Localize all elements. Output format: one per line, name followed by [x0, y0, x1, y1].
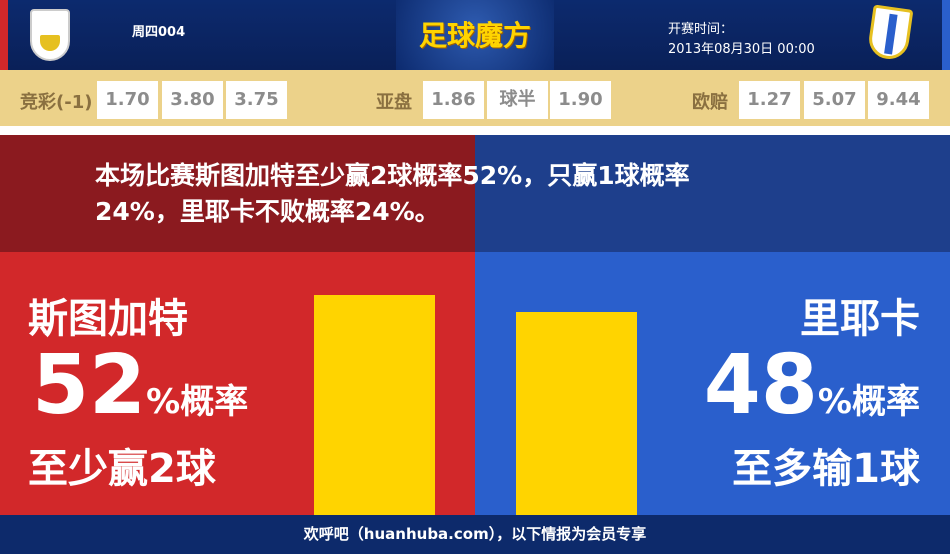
jingcai-odd: 3.75	[226, 81, 287, 119]
home-percent-suffix: %概率	[146, 382, 249, 422]
euro-odd: 5.07	[804, 81, 865, 119]
euro-label: 欧赔	[692, 92, 728, 113]
away-percent-value: 48	[703, 338, 818, 433]
jingcai-label: 竞彩(-1)	[20, 92, 93, 113]
home-team-crest-icon	[30, 9, 70, 61]
away-probability-bar	[516, 312, 637, 515]
kickoff-label: 开赛时间：	[668, 22, 734, 37]
summary-bg-home	[0, 135, 475, 252]
home-result: 至少赢2球	[28, 446, 216, 492]
home-probability-bar	[314, 295, 435, 515]
away-percent-suffix: %概率	[817, 382, 920, 422]
logo: 足球魔方	[396, 0, 554, 70]
away-team-name: 里耶卡	[800, 296, 920, 342]
asian-odd: 1.90	[550, 81, 611, 119]
home-percent: 52%概率	[32, 345, 248, 443]
asian-handicap: 球半	[487, 81, 548, 119]
footer-notice: 欢呼吧（huanhuba.com），以下情报为会员专享	[0, 515, 950, 554]
home-color-strip	[0, 0, 8, 70]
away-color-strip	[942, 0, 950, 70]
summary-line: 本场比赛斯图加特至少赢2球概率52%，只赢1球概率	[95, 161, 690, 190]
euro-odd: 1.27	[739, 81, 800, 119]
summary-line: 24%，里耶卡不败概率24%。	[95, 197, 440, 226]
kickoff-time: 2013年08月30日 00:00	[668, 42, 815, 57]
asian-label: 亚盘	[376, 92, 412, 113]
summary-bg-away	[475, 135, 950, 252]
asian-odd: 1.86	[423, 81, 484, 119]
home-percent-value: 52	[32, 338, 147, 433]
match-number: 周四004	[132, 25, 186, 40]
away-result: 至多输1球	[732, 446, 920, 492]
away-percent: 48%概率	[704, 345, 920, 443]
summary-text: 本场比赛斯图加特至少赢2球概率52%，只赢1球概率 24%，里耶卡不败概率24%…	[95, 158, 815, 230]
jingcai-odd: 1.70	[97, 81, 158, 119]
jingcai-odd: 3.80	[162, 81, 223, 119]
home-team-name: 斯图加特	[28, 296, 188, 342]
euro-odd: 9.44	[868, 81, 929, 119]
